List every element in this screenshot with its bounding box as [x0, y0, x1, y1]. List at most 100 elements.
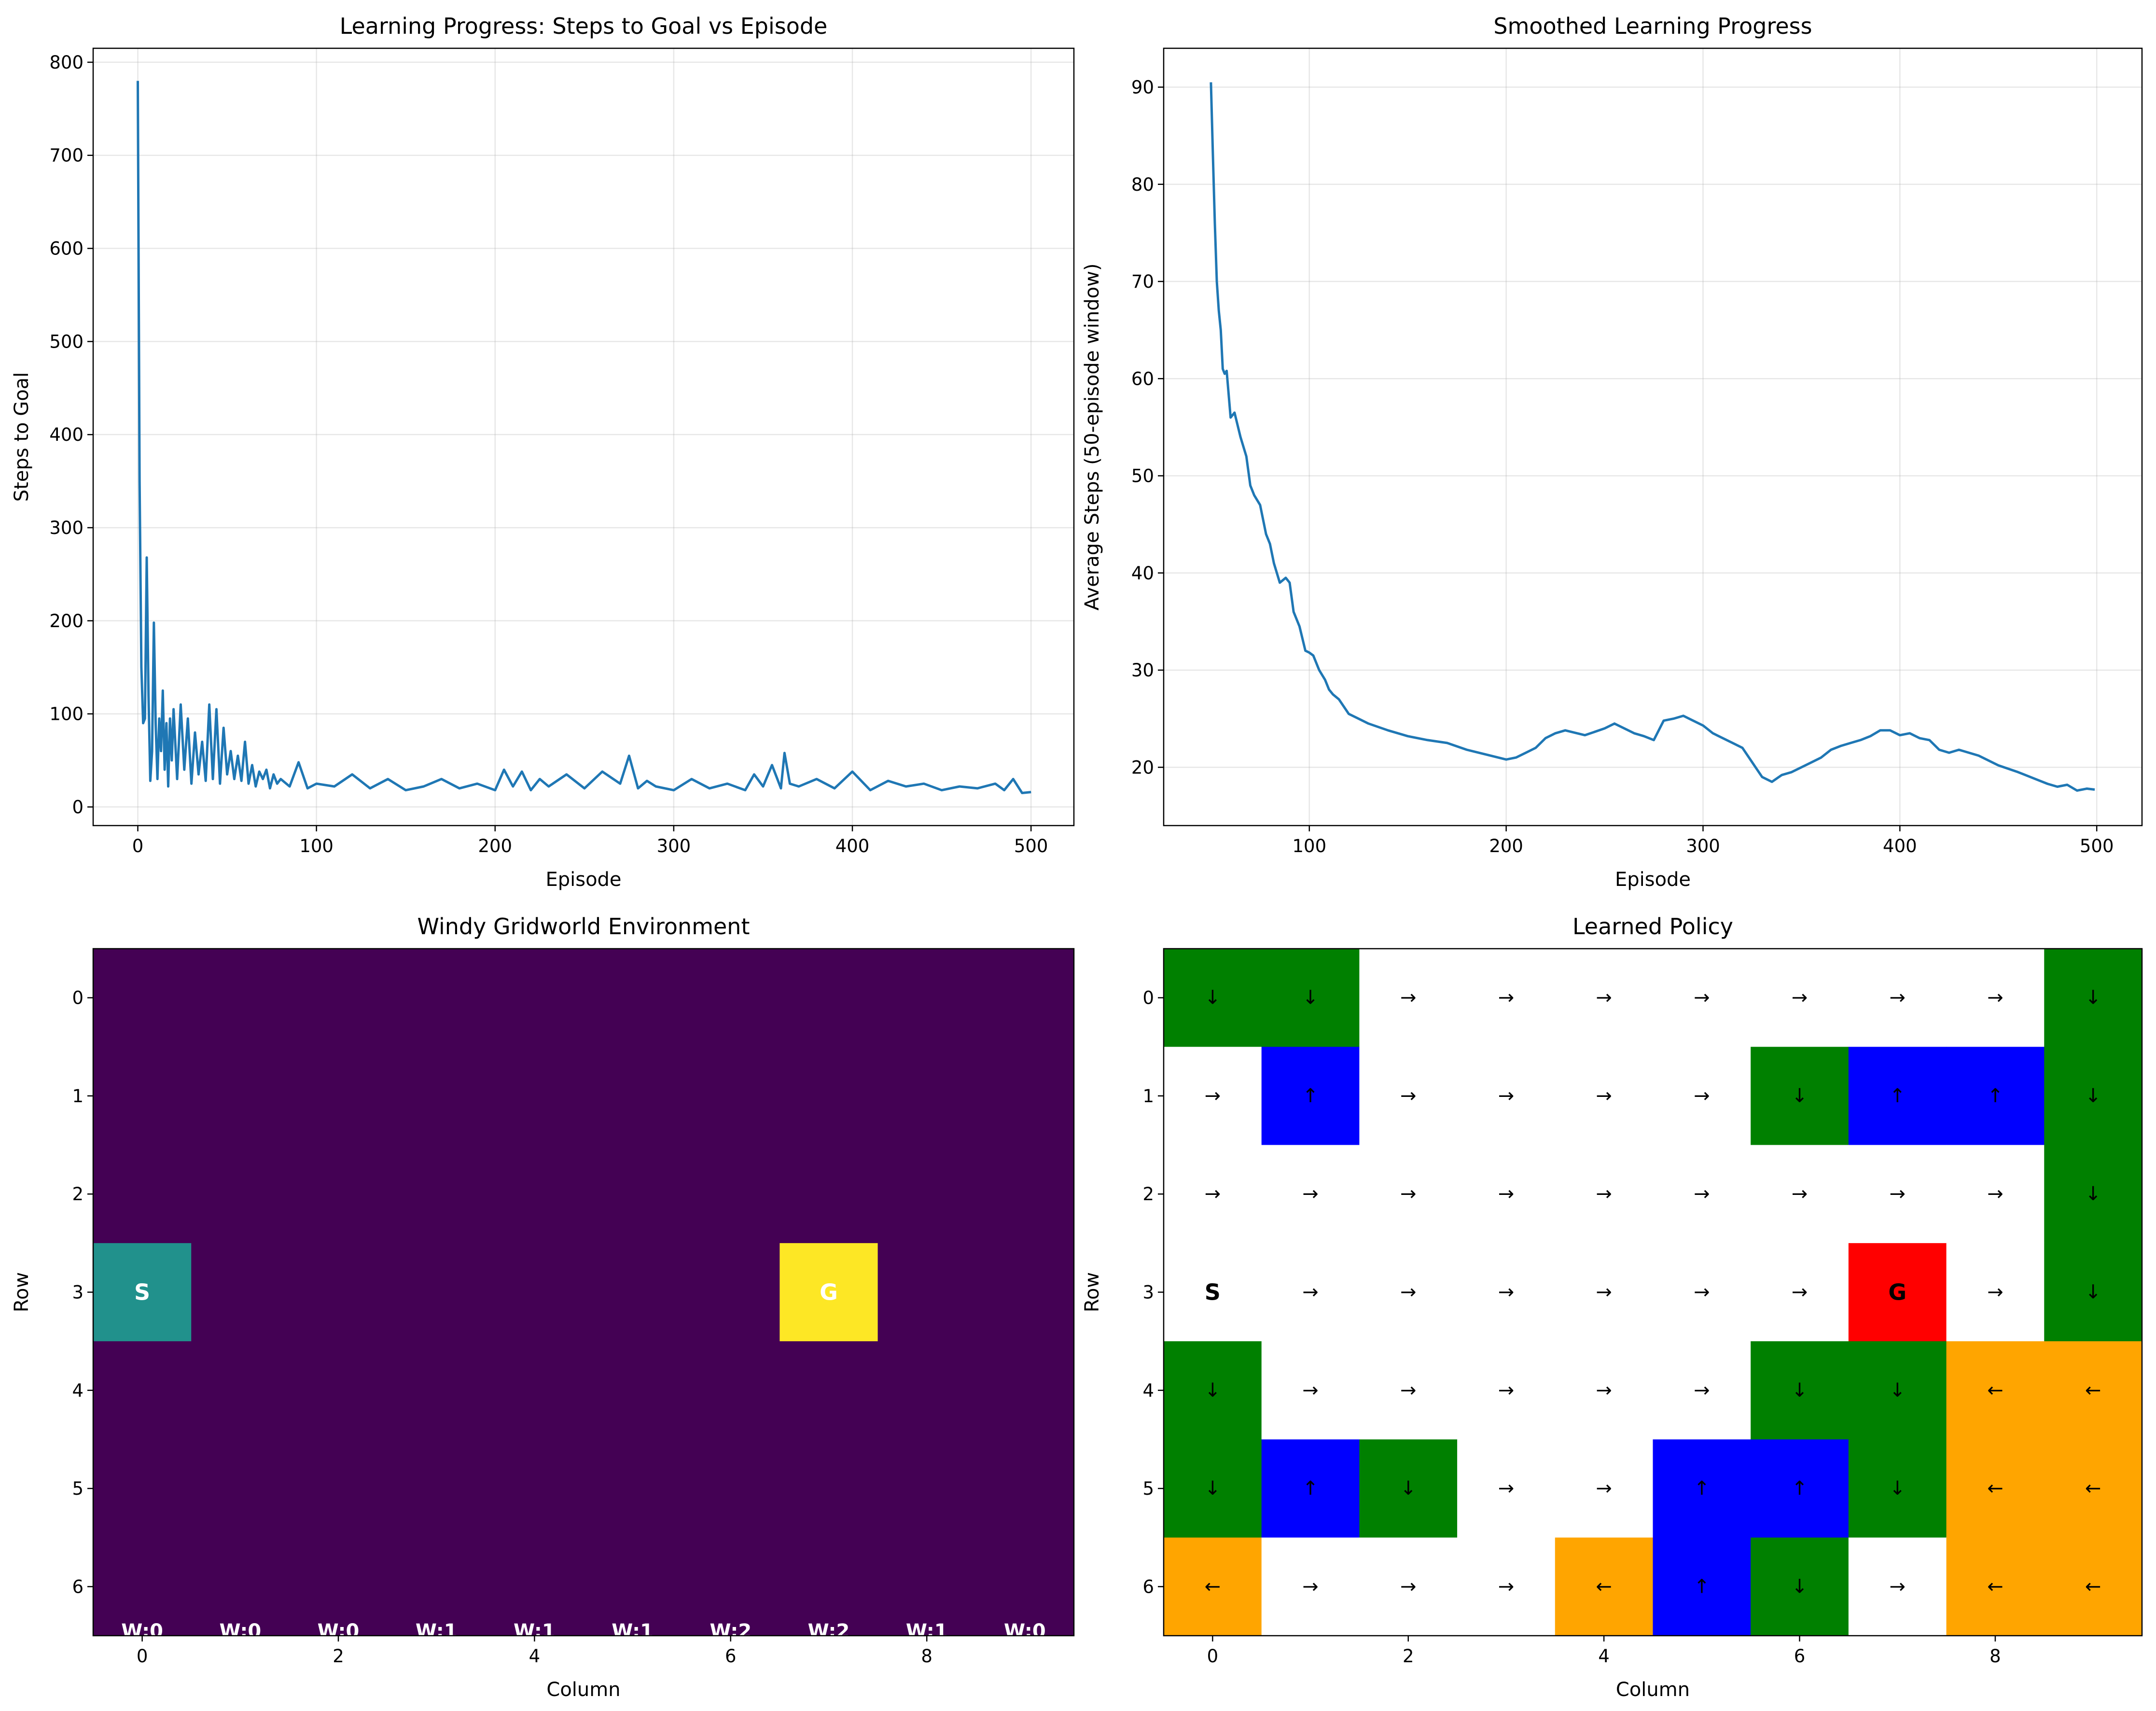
policy-arrow: ← [1987, 1379, 2003, 1402]
cell-label: G [820, 1279, 838, 1305]
policy-cell [1164, 1439, 1262, 1538]
y-tick-label: 0 [1142, 988, 1154, 1009]
policy-arrow: ↑ [1987, 1085, 2003, 1107]
plot-frame [1163, 47, 2143, 827]
x-tick-label: 300 [657, 836, 691, 856]
x-tick-label: 500 [2080, 836, 2114, 856]
policy-arrow: → [1792, 1183, 1808, 1205]
policy-arrow: ↑ [1889, 1085, 1906, 1107]
policy-arrow: → [1400, 1281, 1417, 1304]
policy-arrow: → [1889, 1183, 1906, 1205]
policy-cell [1359, 1341, 1458, 1440]
policy-arrow: ↑ [1302, 1477, 1319, 1500]
x-tick-label: 200 [1489, 836, 1523, 856]
policy-cell [1457, 1243, 1556, 1342]
policy-cell [1555, 1145, 1653, 1244]
x-tick-label: 300 [1686, 836, 1720, 856]
wind-strength-label: W:2 [808, 1620, 850, 1642]
policy-arrow: → [1302, 1379, 1319, 1402]
policy-cell [1555, 1341, 1653, 1440]
policy-arrow: ↑ [1694, 1575, 1710, 1598]
policy-arrow: → [1498, 1575, 1515, 1598]
policy-cell [1261, 1341, 1360, 1440]
x-tick-label: 100 [1292, 836, 1326, 856]
x-axis-label: Column [1616, 1679, 1690, 1701]
chart-title: Smoothed Learning Progress [1493, 13, 1812, 39]
policy-arrow: → [1596, 1477, 1612, 1500]
policy-cell [1555, 1047, 1653, 1146]
policy-arrow: → [1694, 1281, 1710, 1304]
policy-arrow: → [1205, 1183, 1221, 1205]
y-tick-label: 5 [72, 1478, 83, 1499]
gridworld-environment-heatmap: S GW:0 W:0 W:0 W:1 W:1 W:1 W:2 W:2 W:1 W:0 0 2 4 6 801… [11, 913, 1075, 1701]
policy-arrow: ↓ [2085, 1085, 2101, 1107]
y-tick-label: 1 [1142, 1086, 1154, 1107]
policy-arrow: → [1889, 1575, 1906, 1598]
policy-cell [1555, 949, 1653, 1047]
policy-arrow: → [1596, 1379, 1612, 1402]
policy-cell [1555, 1439, 1653, 1538]
y-axis-label: Row [1081, 1272, 1103, 1312]
chart-title: Learned Policy [1572, 913, 1733, 940]
y-tick-label: 50 [1131, 466, 1154, 487]
y-axis-label: Row [11, 1272, 33, 1312]
policy-cell [1848, 1145, 1947, 1244]
policy-cell [1946, 1145, 2045, 1244]
policy-cell [1457, 1537, 1556, 1636]
policy-cell [1653, 949, 1751, 1047]
policy-cell [1751, 1145, 1849, 1244]
policy-cell [2044, 949, 2142, 1047]
policy-arrow: ↓ [1889, 1477, 1906, 1500]
policy-cell [1164, 1341, 1262, 1440]
y-tick-label: 70 [1131, 271, 1154, 292]
x-tick-label: 6 [725, 1646, 737, 1667]
policy-arrow: ↓ [2085, 1183, 2101, 1205]
wind-strength-label: W:0 [219, 1620, 261, 1642]
policy-arrow: ← [1987, 1575, 2003, 1598]
policy-cell [1946, 1243, 2045, 1342]
policy-arrow: → [1596, 1085, 1612, 1107]
chart-title: Windy Gridworld Environment [417, 913, 750, 940]
x-tick-label: 200 [478, 836, 512, 856]
grid-cell [779, 1243, 878, 1342]
x-tick-label: 400 [1883, 836, 1917, 856]
y-tick-label: 3 [72, 1282, 83, 1303]
x-axis-label: Episode [545, 869, 621, 891]
x-tick-label: 2 [333, 1646, 344, 1667]
y-tick-label: 30 [1131, 660, 1154, 681]
policy-arrow: → [1400, 1183, 1417, 1205]
y-tick-label: 4 [72, 1380, 83, 1401]
policy-cell [1359, 949, 1458, 1047]
policy-arrow: ← [2085, 1575, 2101, 1598]
policy-cell [1751, 1047, 1849, 1146]
policy-arrow: → [1400, 1379, 1417, 1402]
policy-cell [1164, 1243, 1262, 1342]
y-tick-label: 20 [1131, 757, 1154, 778]
policy-cell [1261, 949, 1360, 1047]
policy-arrow: → [1596, 987, 1612, 1009]
y-axis-label: Steps to Goal [11, 372, 33, 502]
y-tick-label: 2 [72, 1184, 83, 1205]
policy-arrow: → [1302, 1575, 1319, 1598]
policy-cell [1653, 1439, 1751, 1538]
cell-label: S [134, 1279, 150, 1305]
policy-cell [1457, 1145, 1556, 1244]
policy-cell [1848, 1439, 1947, 1538]
y-tick-label: 0 [72, 988, 83, 1009]
x-axis-label: Episode [1615, 869, 1691, 891]
y-tick-label: 300 [49, 518, 83, 538]
y-tick-label: 200 [49, 611, 83, 631]
x-axis-label: Column [546, 1679, 620, 1701]
wind-strength-label: W:0 [1004, 1620, 1046, 1642]
policy-arrow: → [1498, 1379, 1515, 1402]
policy-cell [1751, 949, 1849, 1047]
policy-cell [1653, 1047, 1751, 1146]
policy-cell [2044, 1341, 2142, 1440]
policy-cell [1164, 1047, 1262, 1146]
y-axis-label: Average Steps (50-episode window) [1081, 263, 1103, 610]
policy-arrow: → [1987, 1281, 2003, 1304]
x-tick-label: 8 [921, 1646, 932, 1667]
policy-cell [1555, 1537, 1653, 1636]
policy-arrow: → [1498, 1183, 1515, 1205]
steps-to-goal-chart: 0 100 200 300 400 500 0 100 200 300 400 500 600 700 80… [11, 13, 1075, 891]
